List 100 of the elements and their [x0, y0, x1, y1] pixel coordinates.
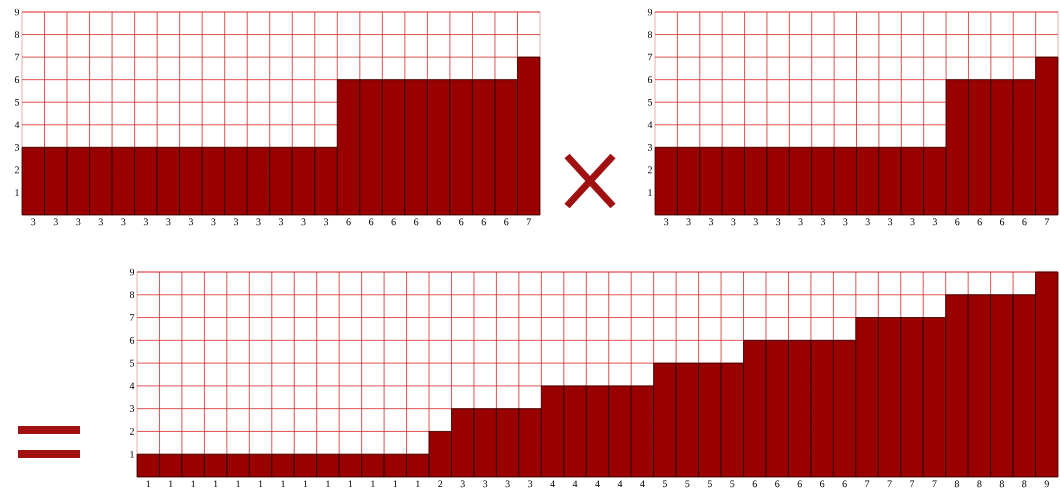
- x-tick-label: 5: [707, 480, 712, 488]
- x-tick-label: 3: [143, 218, 148, 226]
- y-tick-label: 6: [647, 76, 653, 84]
- x-tick-label: 5: [662, 480, 667, 488]
- y-tick-label: 9: [647, 8, 653, 16]
- y-tick-label: 7: [648, 53, 653, 61]
- x-tick-label: 4: [550, 480, 555, 488]
- x-tick-label: 1: [258, 480, 263, 488]
- x-tick-label: 3: [910, 218, 915, 226]
- x-tick-label: 1: [393, 480, 398, 488]
- y-tick-label: 9: [14, 8, 20, 16]
- y-tick-label: 4: [129, 382, 135, 390]
- x-tick-label: 3: [776, 218, 781, 226]
- y-tick-label: 2: [647, 166, 652, 174]
- y-tick-label: 4: [14, 121, 20, 129]
- x-tick-label: 6: [436, 218, 441, 226]
- x-tick-label: 6: [414, 218, 419, 226]
- x-tick-label: 8: [999, 480, 1004, 488]
- x-tick-label: 3: [211, 218, 216, 226]
- x-tick-label: 3: [686, 218, 691, 226]
- x-tick-label: 3: [166, 218, 171, 226]
- x-tick-label: 1: [146, 480, 151, 488]
- x-tick-label: 3: [865, 218, 870, 226]
- y-tick-label: 3: [647, 143, 653, 151]
- x-tick-label: 6: [752, 480, 757, 488]
- x-tick-label: 6: [459, 218, 464, 226]
- y-tick-label: 1: [15, 189, 19, 196]
- x-tick-label: 7: [910, 480, 915, 488]
- y-tick-label: 5: [15, 98, 20, 106]
- x-tick-label: 8: [977, 480, 982, 488]
- x-tick-label: 1: [303, 480, 308, 488]
- y-tick-label: 1: [130, 450, 134, 458]
- y-tick-label: 7: [130, 314, 135, 321]
- x-tick-label: 6: [955, 218, 960, 226]
- y-tick-label: 6: [14, 76, 20, 84]
- x-tick-label: 7: [526, 218, 531, 226]
- x-tick-label: 8: [954, 480, 960, 488]
- x-tick-label: 3: [76, 218, 81, 226]
- x-tick-label: 3: [820, 218, 826, 226]
- x-tick-label: 4: [617, 480, 623, 488]
- y-tick-label: 1: [648, 189, 652, 196]
- x-tick-label: 6: [797, 480, 802, 488]
- x-tick-label: 3: [731, 218, 736, 226]
- y-tick-label: 3: [14, 143, 20, 151]
- x-tick-label: 5: [685, 480, 690, 488]
- y-tick-label: 9: [129, 268, 135, 276]
- x-tick-label: 6: [842, 480, 847, 488]
- x-tick-label: 1: [416, 480, 420, 488]
- y-tick-label: 8: [14, 31, 20, 38]
- x-tick-label: 4: [640, 480, 645, 488]
- x-tick-label: 6: [346, 218, 351, 226]
- x-tick-label: 6: [999, 218, 1005, 226]
- x-tick-label: 3: [708, 218, 714, 226]
- x-tick-label: 2: [438, 480, 443, 488]
- x-tick-label: 3: [188, 218, 194, 226]
- x-tick-label: 3: [121, 218, 126, 226]
- y-tick-label: 2: [14, 166, 19, 174]
- x-tick-label: 3: [664, 218, 669, 226]
- x-tick-label: 3: [843, 218, 848, 226]
- x-tick-label: 3: [528, 480, 533, 488]
- x-tick-label: 7: [865, 480, 870, 488]
- y-tick-label: 5: [648, 98, 653, 106]
- x-tick-label: 7: [1044, 218, 1050, 226]
- x-tick-label: 3: [256, 218, 261, 226]
- y-tick-label: 8: [129, 291, 135, 299]
- x-tick-label: 1: [281, 480, 285, 488]
- x-tick-label: 8: [1022, 480, 1027, 488]
- x-tick-label: 7: [932, 480, 937, 488]
- x-tick-label: 9: [1044, 480, 1049, 488]
- y-tick-label: 7: [15, 53, 20, 61]
- x-tick-label: 3: [98, 218, 103, 226]
- x-tick-label: 4: [572, 480, 578, 488]
- x-tick-label: 3: [31, 218, 36, 226]
- x-tick-label: 1: [348, 480, 353, 488]
- x-tick-label: 3: [798, 218, 803, 226]
- x-tick-label: 1: [191, 480, 196, 488]
- x-tick-label: 1: [326, 480, 330, 488]
- x-tick-label: 4: [595, 480, 600, 488]
- x-tick-label: 6: [481, 218, 486, 226]
- x-tick-label: 3: [483, 480, 488, 488]
- x-tick-label: 3: [932, 218, 937, 226]
- y-tick-label: 6: [129, 336, 135, 344]
- x-tick-label: 6: [977, 218, 982, 226]
- x-tick-label: 5: [730, 480, 735, 488]
- x-tick-label: 1: [236, 480, 240, 488]
- x-tick-label: 3: [233, 218, 239, 226]
- y-tick-label: 2: [129, 428, 134, 435]
- y-tick-label: 8: [647, 31, 653, 38]
- y-tick-label: 4: [647, 121, 653, 129]
- x-tick-label: 6: [369, 218, 374, 226]
- x-tick-label: 3: [324, 218, 329, 226]
- x-tick-label: 3: [888, 218, 893, 226]
- x-tick-label: 1: [169, 480, 173, 488]
- x-tick-label: 6: [820, 480, 825, 488]
- y-tick-label: 3: [129, 405, 135, 413]
- x-tick-label: 1: [371, 480, 375, 488]
- x-tick-label: 3: [301, 218, 306, 226]
- x-tick-label: 6: [775, 480, 780, 488]
- x-tick-label: 1: [214, 480, 218, 488]
- x-tick-label: 7: [887, 480, 892, 488]
